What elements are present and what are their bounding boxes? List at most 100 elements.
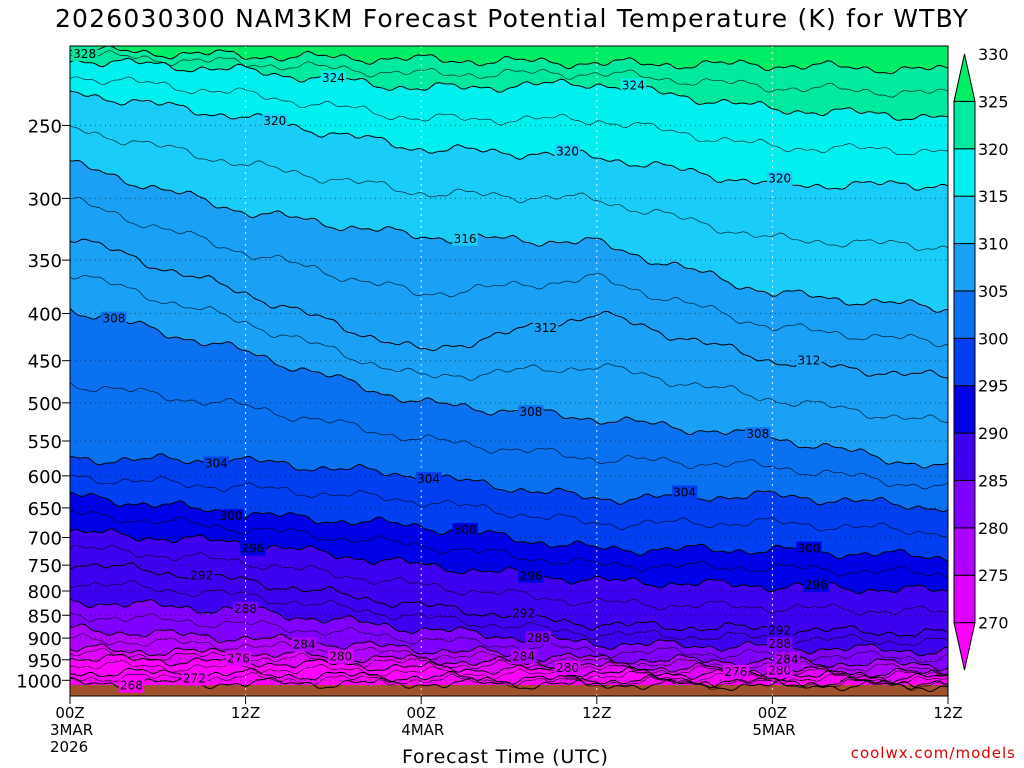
contour-label-bg [796, 353, 822, 368]
chart-title: 2026030300 NAM3KM Forecast Potential Tem… [54, 4, 970, 33]
contour-label-bg [262, 113, 288, 128]
contour-label: 288 [527, 631, 550, 645]
contour-label-bg [767, 663, 793, 678]
x-axis-label: Forecast Time (UTC) [402, 746, 609, 768]
x-tick-label: 4MAR [401, 721, 444, 739]
contour-label-bg [118, 678, 145, 693]
contour-label-bg [232, 602, 259, 617]
colorbar-swatch [953, 574, 976, 624]
ground-surface [70, 685, 948, 696]
contour-label-bg [745, 427, 771, 442]
colorbar-swatch [953, 479, 976, 529]
contour-label: 280 [768, 664, 791, 678]
contour-line-minor [69, 647, 949, 680]
contour-label: 284 [293, 637, 316, 651]
contour-label: 304 [673, 485, 696, 499]
x-tick-label: 12Z [231, 704, 260, 722]
contour-line [69, 90, 949, 191]
contour-label: 320 [556, 144, 579, 158]
contour-label: 320 [263, 114, 286, 128]
contour-label: 296 [805, 578, 828, 592]
x-tick-label: 00Z [758, 704, 787, 722]
contour-line-minor [69, 509, 949, 579]
contour-label: 300 [798, 542, 821, 556]
colorbar-label: 300 [978, 329, 1009, 348]
colorbar-swatch [953, 337, 976, 387]
colorbar-swatch [953, 148, 976, 197]
site-credit[interactable]: coolwx.com/models [850, 744, 1016, 762]
contour-label: 292 [768, 624, 791, 638]
contour-line-minor [69, 474, 949, 538]
contour-line [69, 623, 949, 672]
y-tick-label: 750 [28, 556, 62, 577]
contour-label-bg [723, 664, 749, 679]
contour-label: 276 [724, 665, 747, 679]
contour-line [69, 57, 949, 121]
contour-line [69, 45, 949, 75]
contour-line [69, 667, 949, 690]
x-tick-label: 2026 [50, 738, 88, 756]
x-tick-label: 3MAR [50, 721, 93, 739]
colorbar-swatch [953, 195, 976, 245]
y-tick-label: 950 [28, 651, 62, 672]
contour-label: 324 [622, 78, 645, 92]
contour-label-bg [525, 631, 551, 646]
y-tick-label: 850 [28, 606, 62, 627]
contour-label: 272 [183, 672, 206, 686]
x-tick-label: 12Z [582, 704, 611, 722]
colorbar-label: 320 [978, 140, 1009, 159]
colorbar-label: 310 [978, 235, 1009, 254]
contour-label: 284 [776, 652, 799, 666]
contour-label-bg [620, 78, 647, 93]
contour-label-bg [671, 485, 698, 500]
y-tick-label: 650 [28, 499, 62, 520]
contour-label-bg [554, 144, 581, 159]
contour-label-bg [510, 649, 537, 664]
contour-label-bg [518, 405, 544, 420]
contour-label-bg [796, 541, 822, 556]
contour-label: 284 [512, 650, 535, 664]
colorbar-label: 275 [978, 566, 1009, 585]
x-tick-label: 5MAR [752, 721, 795, 739]
contour-line-minor [69, 544, 949, 616]
contour-label-bg [71, 46, 98, 61]
contour-label-bg [218, 509, 244, 524]
y-tick-label: 350 [28, 251, 62, 272]
plot-frame [69, 45, 949, 697]
contour-label: 300 [454, 523, 477, 537]
contour-label-bg [554, 660, 581, 675]
contour-label: 328 [73, 47, 96, 61]
contour-label-bg [767, 623, 793, 638]
contour-label: 296 [519, 569, 542, 583]
colorbar-label: 290 [978, 424, 1009, 443]
contour-line-minor [70, 660, 949, 686]
colorbar-swatch [953, 290, 976, 339]
colorbar-arrow-high [953, 53, 976, 102]
contour-line-minor [69, 671, 949, 692]
y-tick-label: 450 [28, 352, 62, 373]
colorbar-swatch [953, 385, 976, 434]
contour-line-minor [69, 76, 949, 156]
y-tick-label: 700 [28, 529, 62, 550]
contour-label: 296 [241, 542, 264, 556]
contour-label-bg [101, 311, 127, 326]
contour-label: 288 [768, 637, 791, 651]
x-tick-label: 00Z [407, 704, 436, 722]
colorbar-label: 315 [978, 187, 1009, 206]
contour-label: 292 [512, 607, 535, 621]
colorbar-swatch [953, 527, 976, 576]
y-tick-label: 900 [28, 629, 62, 650]
contour-line [69, 643, 949, 678]
contour-label: 288 [234, 602, 257, 616]
colorbar-label: 305 [978, 282, 1009, 301]
contour-line-minor [69, 612, 949, 663]
contour-line [69, 528, 949, 595]
contour-label-bg [510, 606, 537, 621]
colorbar-label: 325 [978, 92, 1009, 111]
contour-line-minor [69, 50, 949, 98]
contour-label-bg [452, 231, 478, 246]
contour-label-bg [767, 171, 793, 186]
contour-label-bg [452, 522, 478, 537]
contour-line-minor [69, 196, 949, 348]
